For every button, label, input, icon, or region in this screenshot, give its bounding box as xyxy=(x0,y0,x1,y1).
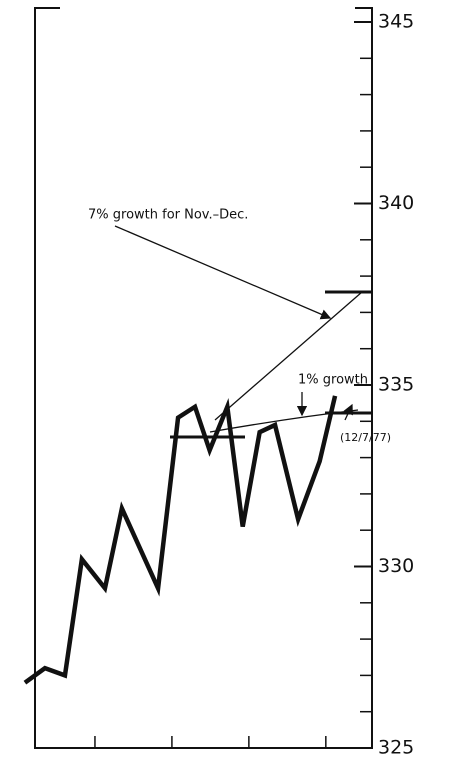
frame xyxy=(34,7,373,749)
annotation-arrow xyxy=(114,225,332,320)
y-tick-label: 340 xyxy=(378,192,414,214)
y-tick-label: 335 xyxy=(378,374,414,396)
y-tick-label: 325 xyxy=(378,737,414,759)
y-tick-label: 330 xyxy=(378,555,414,577)
series-line xyxy=(23,395,338,685)
projection-line xyxy=(214,291,363,421)
annotation-arrow xyxy=(343,403,353,421)
annotation: (12/7/77) xyxy=(340,431,391,444)
annotation: 1% growth xyxy=(298,373,368,388)
annotation: 7% growth for Nov.–Dec. xyxy=(88,208,248,223)
y-tick-label: 345 xyxy=(378,11,414,33)
